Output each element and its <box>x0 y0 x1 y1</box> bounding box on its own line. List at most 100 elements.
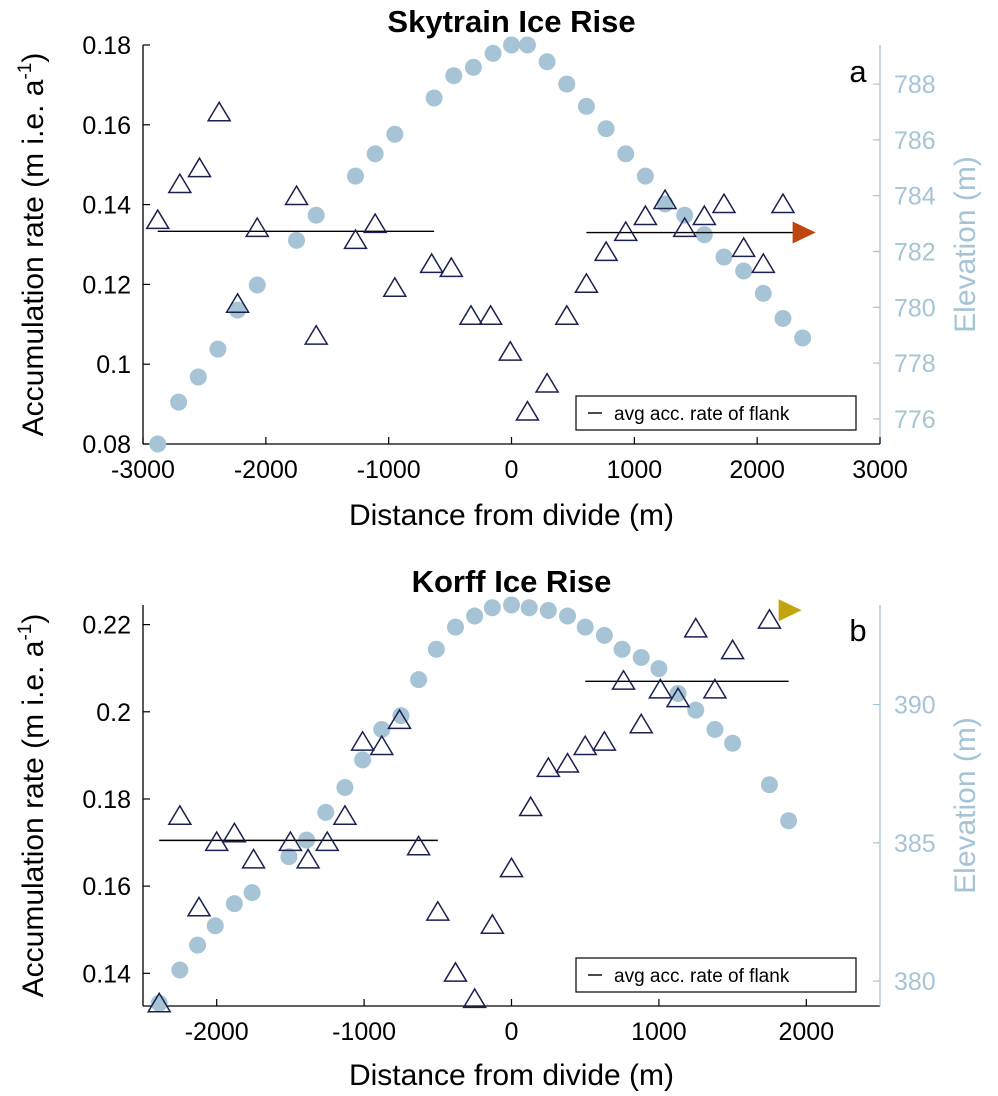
elevation-point <box>243 884 261 902</box>
elevation-point <box>354 751 372 769</box>
y-tick-label: 0.12 <box>82 271 131 299</box>
accumulation-point <box>362 212 388 234</box>
y-axis-label: Accumulation rate (m i.e. a-1) <box>15 614 50 998</box>
elevation-point <box>366 145 384 163</box>
chart-title: Korff Ice Rise <box>412 564 612 599</box>
chart-title: Skytrain Ice Rise <box>387 4 635 39</box>
accumulation-point <box>295 848 321 869</box>
elevation-point <box>225 895 243 913</box>
elevation-point <box>386 125 404 143</box>
y2-tick-label: 390 <box>894 692 936 720</box>
accumulation-point <box>438 256 464 278</box>
elevation-point <box>676 206 694 224</box>
accumulation-point <box>555 752 580 773</box>
elevation-point <box>464 58 482 76</box>
accumulation-point <box>652 188 678 210</box>
panel-letter: b <box>849 613 866 648</box>
y2-tick-label: 784 <box>894 183 936 211</box>
accumulation-point <box>518 795 543 817</box>
legend-label: avg acc. rate of flank <box>614 966 790 987</box>
accumulation-point <box>574 272 599 294</box>
accumulation-point <box>222 821 247 843</box>
accumulation-point <box>369 734 395 756</box>
accumulation-point <box>572 734 598 756</box>
elevation-point <box>538 53 556 71</box>
elevation-point <box>484 44 502 62</box>
x-tick-label: 0 <box>505 1018 519 1046</box>
legend: avg acc. rate of flank <box>575 395 857 431</box>
elevation-point <box>410 671 428 689</box>
elevation-point <box>636 167 654 185</box>
accumulation-point <box>167 804 193 826</box>
elevation-point <box>632 649 650 667</box>
elevation-point <box>503 596 520 614</box>
accumulation-point <box>278 830 303 852</box>
y2-tick-label: 776 <box>894 406 936 434</box>
accumulation-point <box>593 240 619 262</box>
accumulation-point <box>204 830 230 852</box>
accumulation-point <box>350 730 375 751</box>
accumulation-point <box>419 252 444 274</box>
accumulation-point <box>145 208 171 230</box>
y-tick-label: 0.14 <box>82 960 131 988</box>
accumulation-point <box>332 804 358 826</box>
accumulation-point <box>167 172 193 194</box>
y-tick-label: 0.08 <box>82 431 131 459</box>
x-tick-label: -3000 <box>111 456 175 484</box>
elevation-point <box>558 75 576 93</box>
elevation-point <box>248 276 266 294</box>
elevation-point <box>760 776 778 794</box>
accumulation-point <box>303 324 329 345</box>
accumulation-point <box>225 292 250 313</box>
y-axis-label-superscript: -1 <box>15 624 36 641</box>
elevation-point <box>687 701 705 719</box>
x-tick-label: -2000 <box>234 456 298 484</box>
elevation-point <box>774 309 792 327</box>
accumulation-point <box>241 848 266 869</box>
elevation-point <box>613 640 631 658</box>
accumulation-point <box>672 216 698 238</box>
elevation-point <box>724 734 742 752</box>
elevation-point <box>425 89 443 107</box>
accumulation-point <box>478 304 503 325</box>
x-tick-label: 1000 <box>607 456 663 484</box>
accumulation-point <box>499 856 524 878</box>
accumulation-point <box>187 156 212 178</box>
elevation-point <box>189 368 207 386</box>
legend: avg acc. rate of flank <box>575 957 857 993</box>
accumulation-point <box>757 608 782 629</box>
accumulation-point <box>592 730 617 751</box>
elevation-point <box>503 36 520 54</box>
elevation-point <box>597 120 615 138</box>
elevation-point <box>576 618 594 636</box>
accumulation-point <box>692 204 717 226</box>
accumulation-point <box>683 617 709 638</box>
elevation-point <box>577 97 595 115</box>
y-axis-label: Accumulation rate (m i.e. a-1) <box>15 53 50 437</box>
elevation-point <box>559 607 577 625</box>
elevation-point <box>280 848 298 866</box>
elevation-point <box>735 262 753 280</box>
y2-axis-label: Elevation (m) <box>949 156 982 333</box>
y-tick-label: 0.22 <box>82 612 131 640</box>
accumulation-point <box>343 228 368 250</box>
y-axis-label-close: ) <box>17 614 50 624</box>
y2-tick-label: 778 <box>894 350 936 378</box>
y2-tick-label: 786 <box>894 127 936 155</box>
elevation-point <box>650 660 668 678</box>
x-tick-label: -1000 <box>332 1018 396 1046</box>
accumulation-point <box>731 236 756 258</box>
elevation-point <box>373 720 391 738</box>
accumulation-point <box>750 252 776 274</box>
elevation-point <box>336 779 354 797</box>
accumulation-point <box>458 304 484 325</box>
y2-tick-label: 380 <box>894 968 936 996</box>
elevation-series <box>150 596 798 1012</box>
elevation-point <box>445 67 463 85</box>
y-axis-label-text: Accumulation rate (m i.e. a <box>17 79 50 436</box>
accumulation-point <box>536 756 561 778</box>
elevation-point <box>206 917 224 935</box>
accumulation-point <box>628 712 654 734</box>
flank-marker-triangle <box>792 221 816 244</box>
y2-tick-label: 782 <box>894 238 936 266</box>
